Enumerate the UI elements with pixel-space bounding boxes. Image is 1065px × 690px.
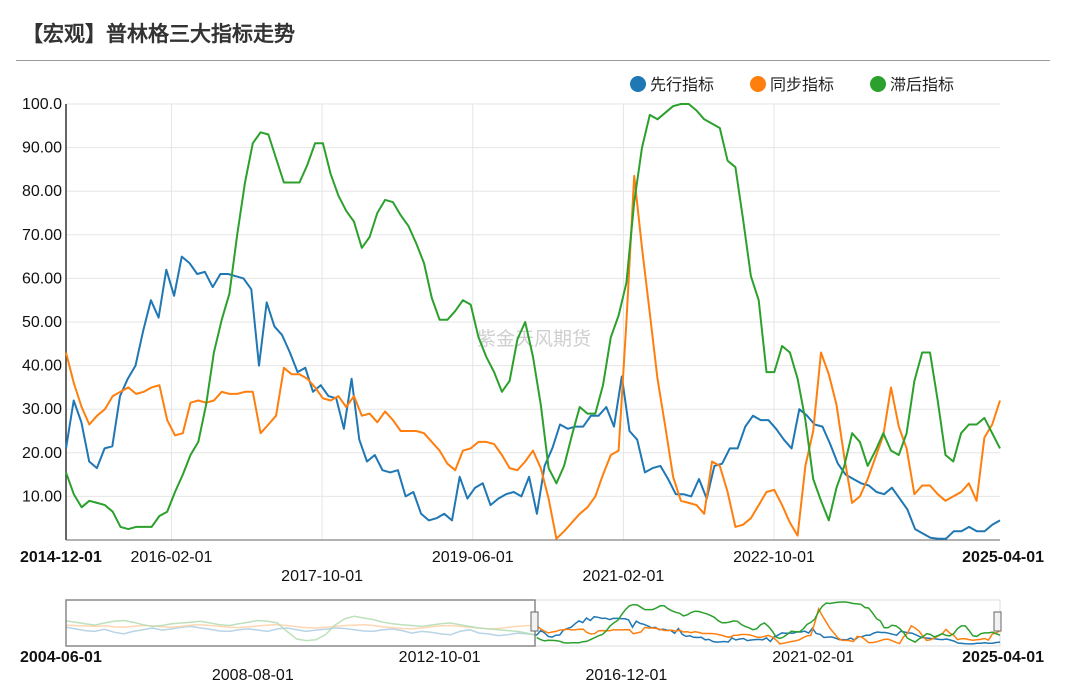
legend-marker-leading[interactable] (630, 76, 646, 92)
watermark: 紫金天风期货 (477, 328, 591, 350)
x-axis-ticks: 2014-12-01 2016-02-01 2017-10-01 2019-06-01… (20, 549, 1044, 585)
y-tick-label: 10.00 (22, 488, 62, 505)
legend-label-lagging[interactable]: 滞后指标 (890, 75, 954, 94)
y-tick-label: 90.00 (22, 140, 62, 157)
chart-title: 【宏观】普林格三大指标走势 (22, 22, 295, 46)
legend-marker-coincident[interactable] (750, 76, 766, 92)
navigator-left-handle[interactable] (530, 611, 539, 632)
y-tick-label: 30.00 (22, 401, 62, 418)
navigator-tick-label: 2004-06-01 (20, 649, 102, 666)
navigator-tick-label: 2008-08-01 (212, 667, 294, 684)
navigator-line-lagging (536, 601, 1001, 644)
navigator-tick-label: 2012-10-01 (399, 649, 481, 666)
legend[interactable]: 先行指标 同步指标 滞后指标 (630, 75, 954, 94)
navigator-tick-label: 2016-12-01 (585, 667, 667, 684)
legend-marker-lagging[interactable] (870, 76, 886, 92)
x-tick-label: 2025-04-01 (962, 549, 1044, 566)
series-line-lagging (65, 103, 1001, 531)
navigator-x-ticks: 2004-06-01 2008-08-01 2012-10-01 2016-12-01… (20, 649, 1044, 684)
y-axis-ticks: 10.00 20.00 30.00 40.00 50.00 60.00 70.00 80.00… (22, 96, 62, 505)
series-line-leading (65, 255, 1001, 540)
navigator-tick-label: 2021-02-01 (772, 649, 854, 666)
series-line-coincident (65, 174, 1001, 540)
legend-label-leading[interactable]: 先行指标 (650, 75, 714, 94)
grid (66, 103, 1000, 540)
navigator-unselected-mask (65, 599, 536, 647)
x-tick-label: 2017-10-01 (281, 568, 363, 585)
navigator-right-handle[interactable] (993, 611, 1002, 632)
y-tick-label: 70.00 (22, 227, 62, 244)
y-tick-label: 80.00 (22, 183, 62, 200)
x-tick-label: 2016-02-01 (131, 549, 213, 566)
y-tick-label: 20.00 (22, 445, 62, 462)
title-divider (16, 60, 1050, 61)
y-tick-label: 50.00 (22, 314, 62, 331)
series-lines (65, 103, 1001, 540)
x-tick-label: 2022-10-01 (733, 549, 815, 566)
x-tick-label: 2019-06-01 (432, 549, 514, 566)
x-tick-label: 2021-02-01 (582, 568, 664, 585)
legend-label-coincident[interactable]: 同步指标 (770, 75, 834, 94)
x-tick-label: 2014-12-01 (20, 549, 102, 566)
y-tick-label: 100.0 (22, 96, 62, 113)
navigator-tick-label: 2025-04-01 (962, 649, 1044, 666)
y-tick-label: 60.00 (22, 270, 62, 287)
navigator[interactable]: 2004-06-01 2008-08-01 2012-10-01 2016-12-01… (20, 599, 1044, 684)
y-tick-label: 40.00 (22, 358, 62, 375)
